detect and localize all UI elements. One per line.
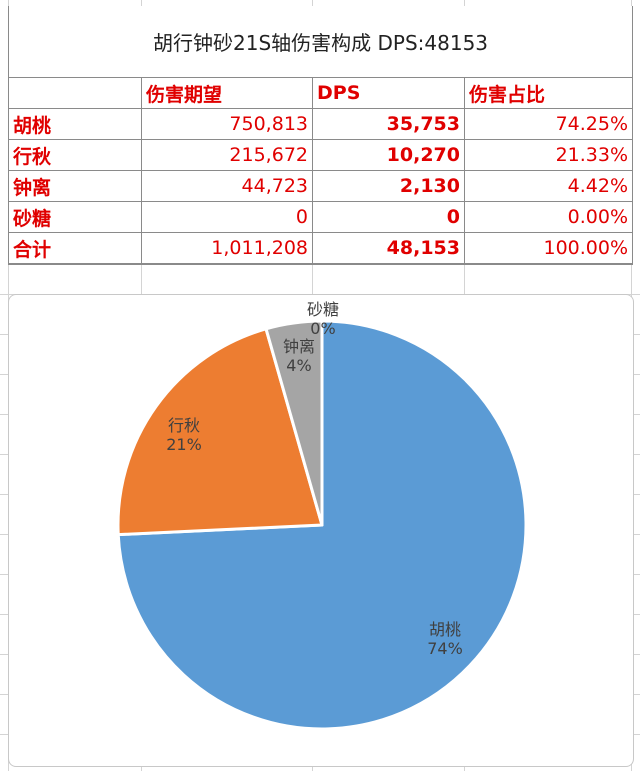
slice-label-name: 胡桃 [429,620,461,639]
table-row: 砂糖 0 0 0.00% [8,201,634,233]
slice-xingqiu[interactable] [116,327,324,537]
slice-label-name: 砂糖 [307,300,339,319]
table-total-row: 合计 1,011,208 48,153 100.00% [8,232,634,265]
slice-label-percent: 0% [310,319,335,338]
damage-share-cell[interactable]: 0.00% [463,201,634,233]
table-title-row: 胡行钟砂21S轴伤害构成 DPS:48153 [7,6,634,78]
expected-damage-cell[interactable]: 215,672 [141,139,313,171]
row-name-cell[interactable]: 胡桃 [8,108,142,140]
slice-label-percent: 4% [286,356,311,375]
slice-label-name: 钟离 [283,337,315,356]
header-expected-damage[interactable]: 伤害期望 [141,77,313,109]
dps-cell[interactable]: 35,753 [312,108,465,140]
damage-share-cell[interactable]: 74.25% [463,108,634,140]
pie-chart-container[interactable]: 胡桃 74% 行秋 21% 钟离 4% 砂糖 0% [8,294,634,767]
header-dps[interactable]: DPS [312,77,465,109]
header-damage-share[interactable]: 伤害占比 [463,77,634,109]
header-empty-cell[interactable] [8,77,142,109]
expected-damage-cell[interactable]: 0 [141,201,313,233]
slice-label-percent: 21% [166,435,202,454]
table-row: 行秋 215,672 10,270 21.33% [8,139,634,171]
expected-damage-cell[interactable]: 44,723 [141,170,313,202]
row-name-cell[interactable]: 钟离 [8,170,142,202]
row-name-cell[interactable]: 行秋 [8,139,142,171]
slice-label-percent: 74% [427,639,463,658]
damage-share-cell[interactable]: 4.42% [463,170,634,202]
table-row: 胡桃 750,813 35,753 74.25% [8,108,634,140]
table-title[interactable]: 胡行钟砂21S轴伤害构成 DPS:48153 [7,6,634,78]
dps-cell[interactable]: 48,153 [312,232,465,265]
expected-damage-cell[interactable]: 1,011,208 [141,232,313,265]
row-name-cell[interactable]: 砂糖 [8,201,142,233]
dps-cell[interactable]: 0 [312,201,465,233]
expected-damage-cell[interactable]: 750,813 [141,108,313,140]
row-name-cell[interactable]: 合计 [8,232,142,265]
table-row: 钟离 44,723 2,130 4.42% [8,170,634,202]
damage-share-cell[interactable]: 21.33% [463,139,634,171]
slice-label-name: 行秋 [168,416,200,435]
slice-zhongli[interactable] [264,319,324,527]
table-header-row: 伤害期望 DPS 伤害占比 [8,77,634,109]
dps-cell[interactable]: 10,270 [312,139,465,171]
dps-table: 胡行钟砂21S轴伤害构成 DPS:48153 伤害期望 DPS 伤害占比 胡桃 … [7,6,634,265]
dps-cell[interactable]: 2,130 [312,170,465,202]
damage-share-cell[interactable]: 100.00% [463,232,634,265]
